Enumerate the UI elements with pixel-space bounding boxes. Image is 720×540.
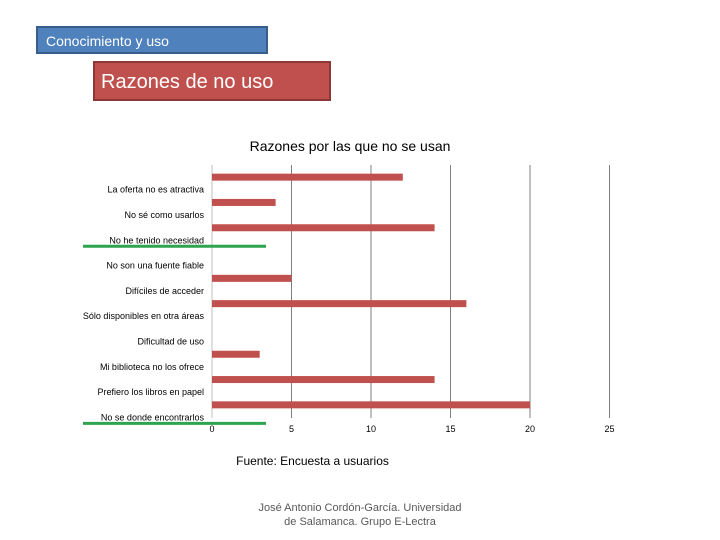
source-note: Fuente: Encuesta a usuarios <box>236 454 389 468</box>
subsection-label-box: Razones de no uso <box>93 61 331 101</box>
section-label: Conocimiento y uso <box>46 33 169 49</box>
x-tick-label: 25 <box>604 424 614 434</box>
x-tick-label: 5 <box>289 424 294 434</box>
category-label: Dificultad de uso <box>137 336 204 346</box>
section-label-box: Conocimiento y uso <box>36 26 268 54</box>
bar <box>212 173 403 181</box>
category-label: Sólo disponibles en otra áreas <box>83 311 205 321</box>
category-label: No he tenido necesidad <box>109 235 204 245</box>
bar <box>212 224 435 232</box>
credit-line-1: José Antonio Cordón-García. Universidad <box>258 502 462 514</box>
subsection-label: Razones de no uso <box>101 71 274 93</box>
category-label: No sé como usarlos <box>124 210 204 220</box>
x-tick-label: 10 <box>366 424 376 434</box>
category-label: Prefiero los libros en papel <box>97 387 204 397</box>
bar <box>212 376 435 384</box>
bar <box>212 401 530 409</box>
chart-title: Razones por las que no se usan <box>249 138 451 154</box>
x-tick-label: 0 <box>209 424 214 434</box>
category-label: Mi biblioteca no los ofrece <box>100 362 204 372</box>
bar <box>212 198 276 206</box>
category-label: Difíciles de acceder <box>125 286 204 296</box>
bar <box>212 300 467 308</box>
category-label: No son una fuente fiable <box>106 261 204 271</box>
credit-line-2: de Salamanca. Grupo E-Lectra <box>284 516 436 528</box>
author-credit: José Antonio Cordón-García. Universidad … <box>250 501 470 529</box>
x-tick-label: 20 <box>525 424 535 434</box>
category-label: La oferta no es atractiva <box>107 185 204 195</box>
bar <box>212 350 260 358</box>
category-label: No se donde encontrarlos <box>101 412 205 422</box>
bar <box>212 274 292 282</box>
x-tick-label: 15 <box>445 424 455 434</box>
